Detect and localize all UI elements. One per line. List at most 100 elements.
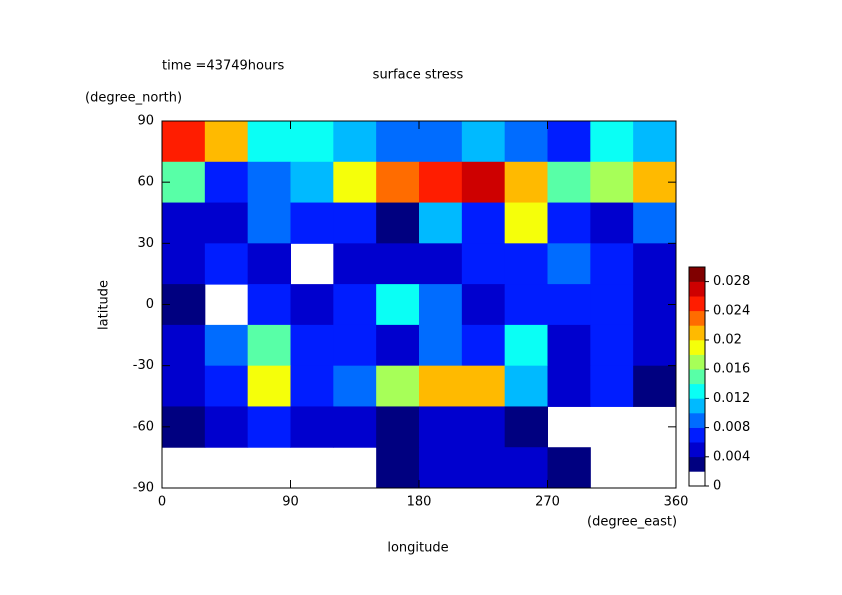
contour-cell (547, 284, 591, 326)
colorbar-band (689, 296, 705, 312)
contour-cell (547, 121, 591, 163)
colorbar-band (689, 325, 705, 341)
contour-cell (162, 243, 206, 285)
contour-cell (162, 202, 206, 244)
contour-cell (504, 365, 548, 407)
contour-cell (547, 243, 591, 285)
colorbar-tick-label: 0.004 (713, 449, 750, 464)
y-tick-label: -90 (133, 481, 154, 496)
y-tick-label: -30 (133, 358, 154, 373)
contour-cell (633, 447, 676, 488)
contour-cell (633, 243, 677, 285)
y-tick-label: 90 (137, 114, 154, 129)
contour-cell (547, 202, 591, 244)
contour-cell (419, 324, 463, 367)
contour-cell (461, 243, 506, 285)
contour-cell (333, 243, 377, 285)
contour-cell (248, 447, 291, 488)
colorbar-tick-label: 0.016 (713, 362, 750, 377)
colorbar-band (689, 310, 705, 326)
contour-cell (633, 365, 677, 407)
contour-cell (290, 121, 334, 163)
contour-cell (333, 284, 377, 326)
contour-cell (333, 202, 377, 244)
contour-cell (547, 365, 591, 407)
x-tick-label: 90 (282, 495, 299, 510)
contour-cell (205, 447, 248, 488)
contour-cell (504, 202, 548, 244)
colorbar-band (689, 281, 705, 297)
x-tick-label: 0 (158, 495, 166, 510)
contour-cell (247, 324, 291, 367)
contour-cell (376, 324, 420, 367)
contour-cell (162, 324, 206, 367)
colorbar-tick-label: 0.028 (713, 274, 750, 289)
contour-cell (204, 324, 249, 367)
contour-cell (162, 447, 205, 488)
contour-cell (333, 121, 377, 163)
colorbar-band (689, 354, 705, 370)
x-tick-label: 360 (664, 495, 689, 510)
contour-cell (333, 447, 376, 488)
contour-cell (590, 121, 634, 163)
contour-cell (204, 202, 249, 244)
contour-cell (504, 447, 548, 489)
contour-cell (590, 161, 634, 204)
contour-cell (333, 365, 377, 407)
contour-cell (290, 284, 334, 326)
contour-cell (633, 121, 677, 163)
contour-cell (376, 365, 420, 407)
contour-cell (419, 365, 463, 407)
colorbar-band (689, 471, 705, 487)
chart-title: surface stress (373, 68, 464, 83)
colorbar-tick-label: 0.02 (713, 333, 742, 348)
y-axis-title: latitude (97, 280, 112, 330)
contour-cell (290, 324, 334, 367)
contour-cell (290, 406, 334, 448)
colorbar-frame (688, 266, 706, 487)
contour-cell (204, 243, 249, 285)
contour-cell (290, 365, 334, 407)
contour-cell (504, 324, 548, 367)
contour-cell (461, 324, 506, 367)
colorbar-band (689, 369, 705, 385)
contour-cell (504, 406, 548, 448)
y-tick-label: 60 (137, 175, 154, 190)
contour-cell (333, 406, 377, 448)
y-unit: (degree_north) (85, 91, 182, 106)
contour-cell (547, 324, 591, 367)
colorbar-band (689, 456, 705, 472)
chart-subtitle: time =43749hours (162, 59, 285, 74)
contour-cell (590, 202, 634, 244)
contour-cell (291, 243, 334, 284)
contour-cell (461, 202, 506, 244)
contour-cell (204, 121, 249, 163)
contour-cell (633, 202, 677, 244)
contour-cell (376, 243, 420, 285)
contour-cell (247, 284, 291, 326)
contour-cell (590, 243, 634, 285)
contour-cell (590, 447, 633, 488)
contour-cell (504, 243, 548, 285)
contour-cell (205, 284, 248, 325)
contour-cell (376, 406, 420, 448)
contour-cell (376, 202, 420, 244)
contour-cell (419, 243, 463, 285)
contour-cell (633, 324, 677, 367)
contour-cell (376, 161, 420, 204)
contour-cell (419, 202, 463, 244)
contour-cell (376, 284, 420, 326)
contour-cell (162, 121, 206, 163)
contour-cell (504, 161, 548, 204)
contour-cell (247, 243, 291, 285)
contour-cell (504, 284, 548, 326)
contour-cell (548, 406, 591, 447)
contour-cell (419, 121, 463, 163)
contour-cell (461, 447, 506, 489)
contour-cell (247, 406, 291, 448)
contour-cell (547, 447, 591, 489)
contour-cell (461, 365, 506, 407)
x-unit: (degree_east) (587, 515, 677, 530)
colorbar-tick-label: 0.024 (713, 303, 750, 318)
